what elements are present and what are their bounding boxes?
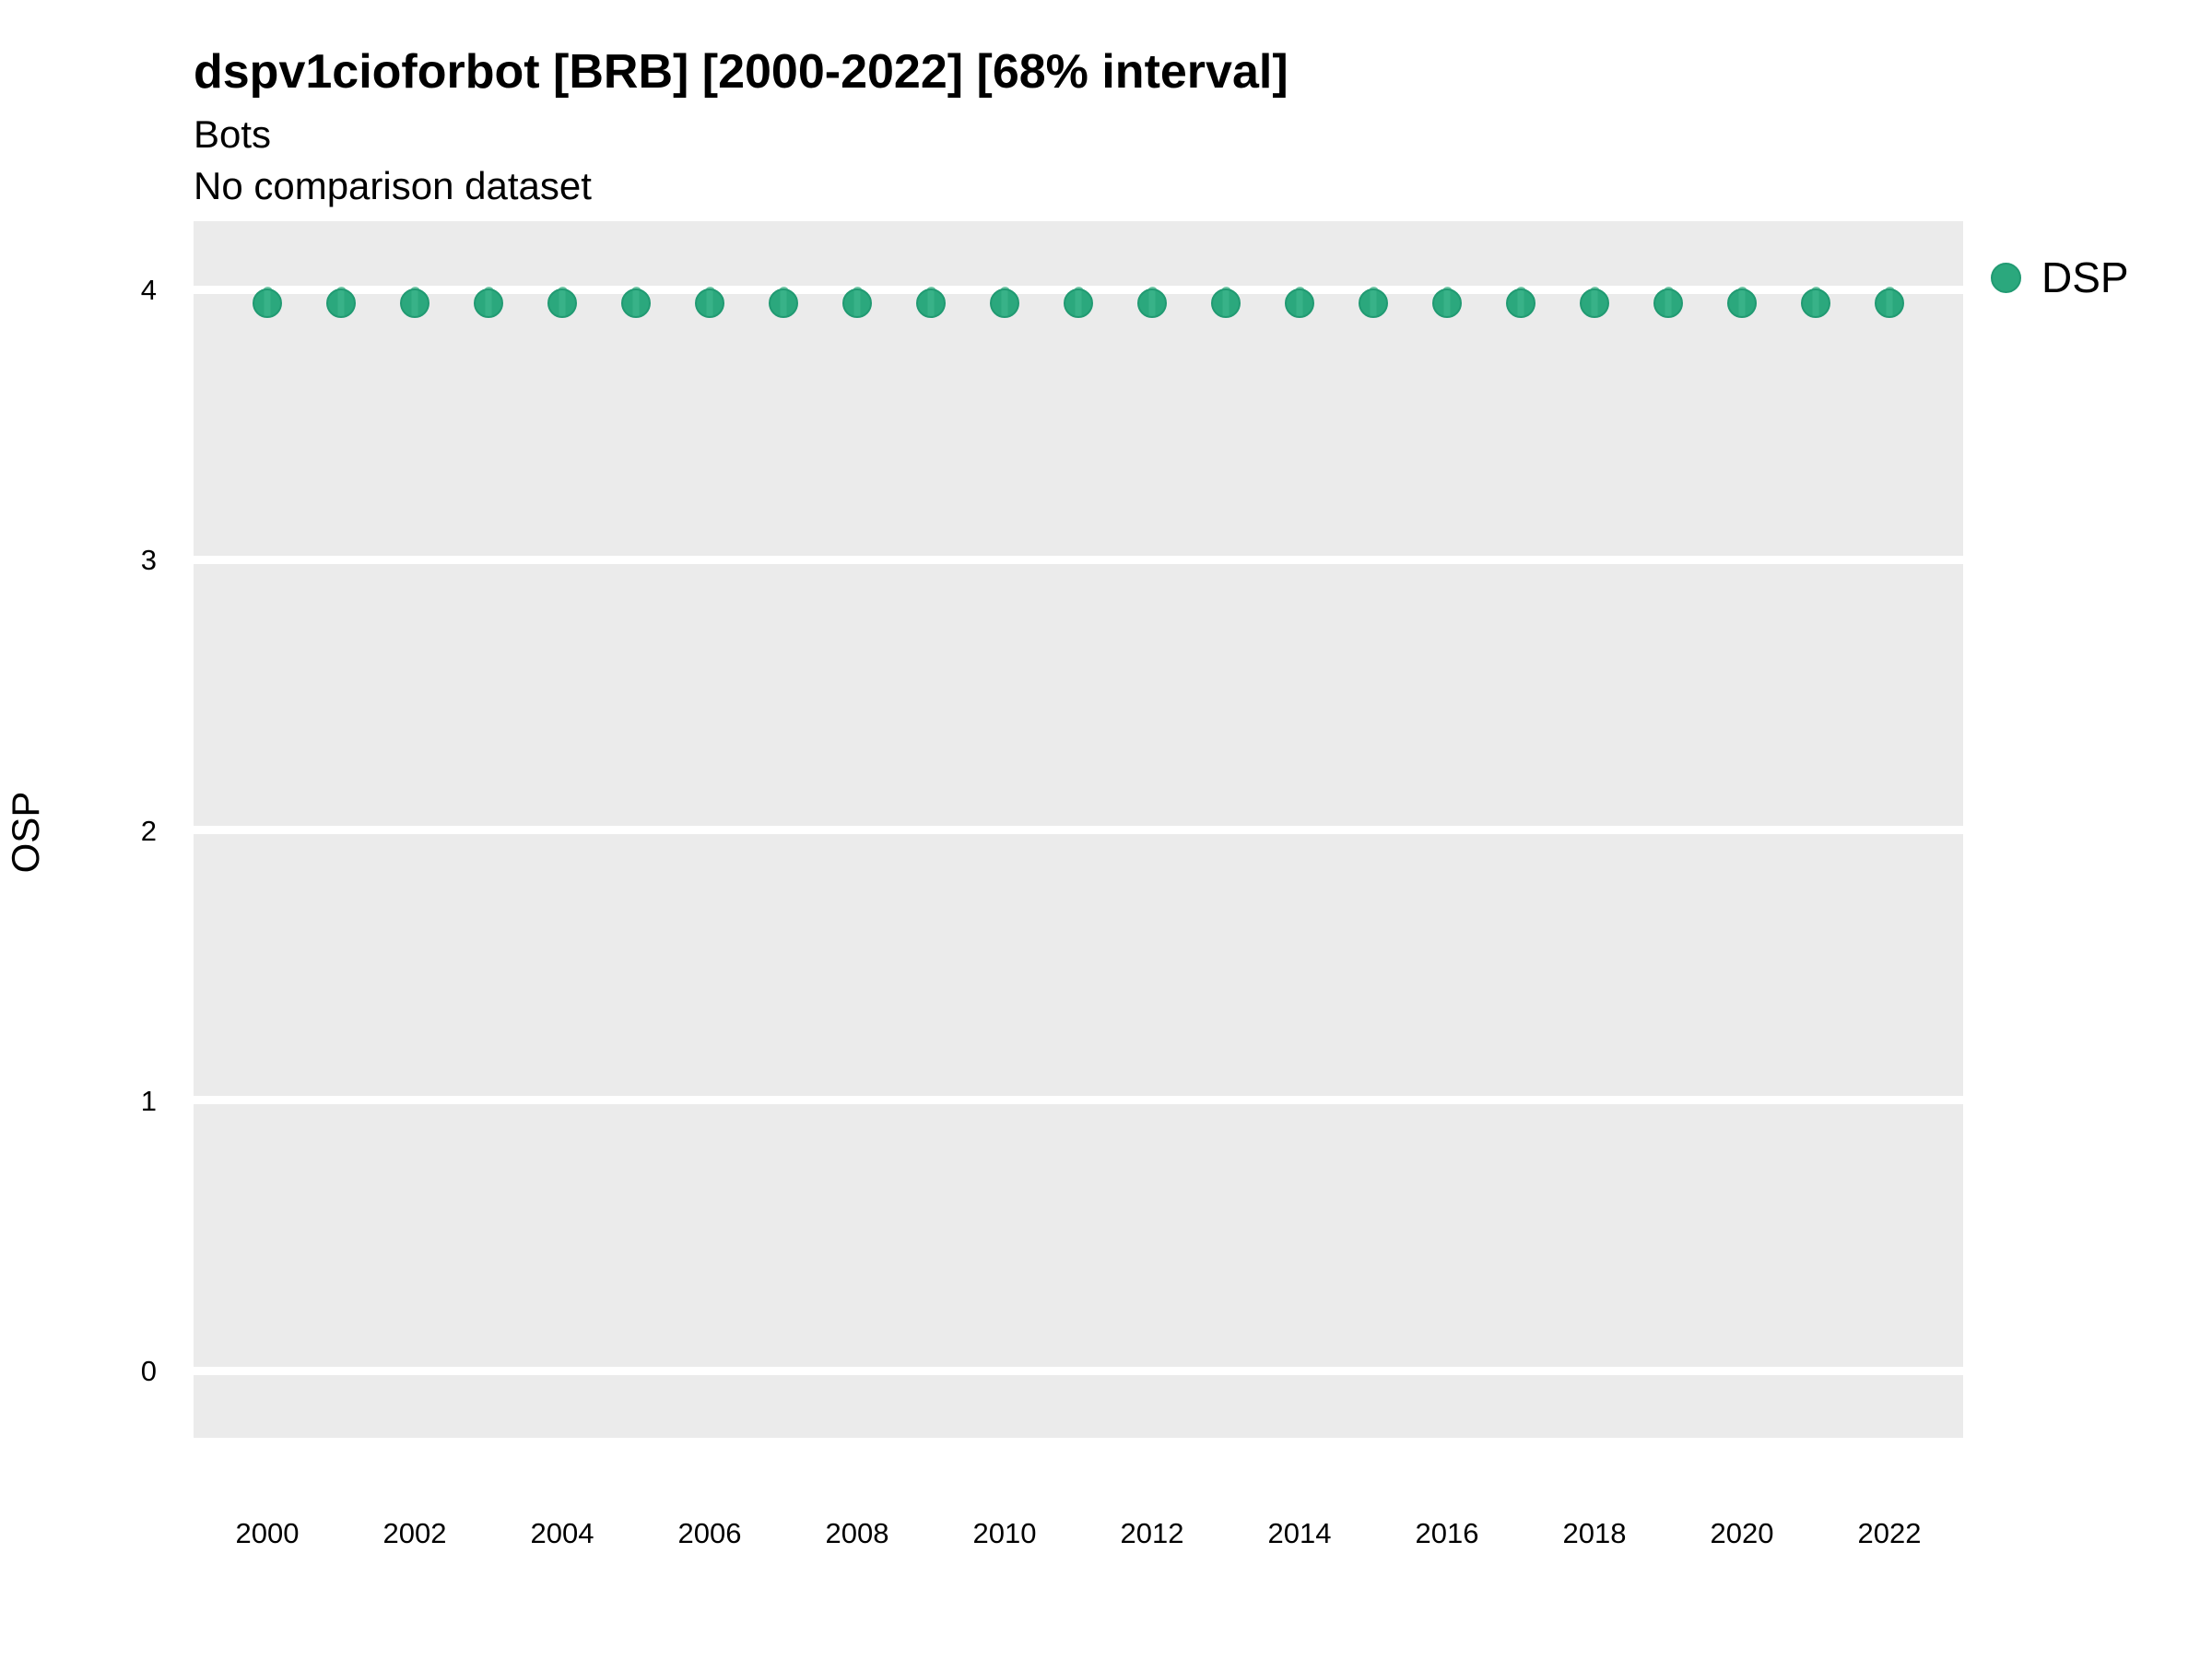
gridline-y-0 (194, 1366, 1963, 1375)
data-point-2002 (400, 288, 429, 318)
y-tick-label: 0 (140, 1355, 157, 1387)
x-tick-label: 2022 (1857, 1517, 1922, 1549)
chart-subtitle-2: No comparison dataset (194, 164, 592, 207)
y-tick-label: 3 (140, 544, 157, 577)
x-tick-label: 2002 (382, 1517, 447, 1549)
chart-title: dspv1cioforbot [BRB] [2000-2022] [68% in… (194, 45, 1288, 99)
x-tick-label: 2020 (1710, 1517, 1774, 1549)
data-point-2009 (916, 288, 946, 318)
data-point-2013 (1211, 288, 1241, 318)
data-point-2004 (547, 288, 577, 318)
legend: DSP (1991, 255, 2129, 300)
data-point-2012 (1137, 288, 1167, 318)
data-point-2005 (621, 288, 651, 318)
data-point-2003 (474, 288, 503, 318)
y-tick-label: 2 (140, 814, 157, 847)
chart-subtitle: Bots (194, 112, 272, 156)
x-tick-label: 2004 (530, 1517, 594, 1549)
x-tick-label: 2012 (1120, 1517, 1184, 1549)
x-tick-label: 2016 (1415, 1517, 1479, 1549)
y-axis-title: OSP (4, 791, 47, 874)
data-point-2020 (1727, 288, 1757, 318)
data-point-2019 (1653, 288, 1683, 318)
y-tick-label: 1 (140, 1084, 157, 1117)
data-point-2021 (1801, 288, 1830, 318)
data-point-2018 (1580, 288, 1609, 318)
data-point-2001 (326, 288, 356, 318)
x-tick-label: 2018 (1562, 1517, 1627, 1549)
legend-point-icon (1991, 262, 2021, 293)
data-point-2022 (1875, 288, 1904, 318)
x-tick-label: 2014 (1267, 1517, 1332, 1549)
data-point-2011 (1064, 288, 1093, 318)
y-tick-label: 4 (140, 274, 157, 306)
data-point-2015 (1359, 288, 1388, 318)
data-point-2014 (1285, 288, 1314, 318)
data-point-2000 (253, 288, 282, 318)
x-tick-label: 2008 (825, 1517, 889, 1549)
gridline-y-3 (194, 555, 1963, 564)
x-tick-label: 2000 (235, 1517, 300, 1549)
data-point-2010 (990, 288, 1019, 318)
x-tick-label: 2010 (972, 1517, 1037, 1549)
data-point-2007 (769, 288, 798, 318)
gridline-y-1 (194, 1096, 1963, 1105)
data-point-2008 (842, 288, 872, 318)
legend-label: DSP (2041, 253, 2129, 301)
gridline-y-2 (194, 826, 1963, 834)
data-point-2006 (695, 288, 724, 318)
data-point-2017 (1506, 288, 1535, 318)
data-point-2016 (1432, 288, 1462, 318)
plot-panel (194, 221, 1963, 1438)
x-tick-label: 2006 (677, 1517, 742, 1549)
